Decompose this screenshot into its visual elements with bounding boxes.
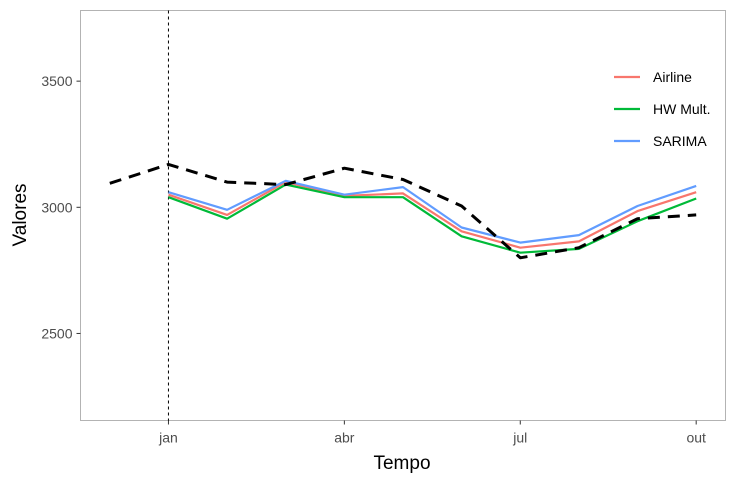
y-axis-title: Valores [10,183,31,246]
series-line-dashed-reference [109,162,697,260]
x-tick-label: out [686,430,706,446]
series-line-hw-mult [168,183,697,254]
y-tick-label: 3000 [41,199,72,215]
x-tick-label: jan [158,430,178,446]
series-line-airline [168,181,697,249]
legend-label-airline: Airline [653,69,692,85]
legend: Airline HW Mult. SARIMA [614,69,711,149]
legend-label-sarima: SARIMA [653,133,707,149]
y-tick-label: 3500 [41,73,72,89]
legend-label-hw-mult: HW Mult. [653,101,711,117]
series-line-sarima [168,179,697,244]
x-axis-title: Tempo [373,453,430,474]
x-tick-label: abr [334,430,355,446]
y-tick-label: 2500 [41,325,72,341]
x-tick-label: jul [512,430,527,446]
